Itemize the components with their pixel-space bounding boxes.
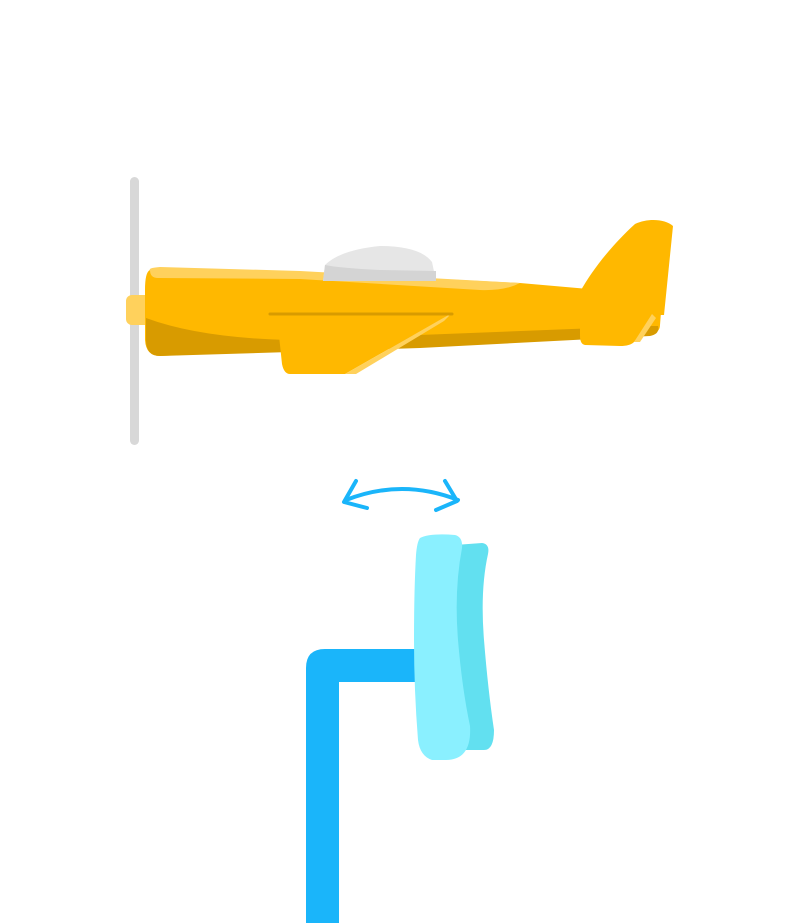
canopy-shadow — [323, 265, 436, 281]
rotation-arrow-icon — [342, 479, 460, 512]
support-arm — [306, 649, 420, 923]
rotation-arrow-left-head — [342, 479, 369, 510]
rotation-arrow-right-head — [434, 479, 459, 512]
tailplane — [580, 314, 654, 346]
wing — [272, 313, 452, 374]
flexible-hinge — [414, 534, 494, 760]
hinge-front-strip — [414, 534, 471, 760]
airplane — [126, 177, 673, 445]
support-stand — [306, 649, 420, 923]
tailplane-highlight — [634, 314, 656, 342]
rotation-arrow-arc — [344, 487, 460, 502]
wing-leading-edge — [345, 313, 452, 374]
